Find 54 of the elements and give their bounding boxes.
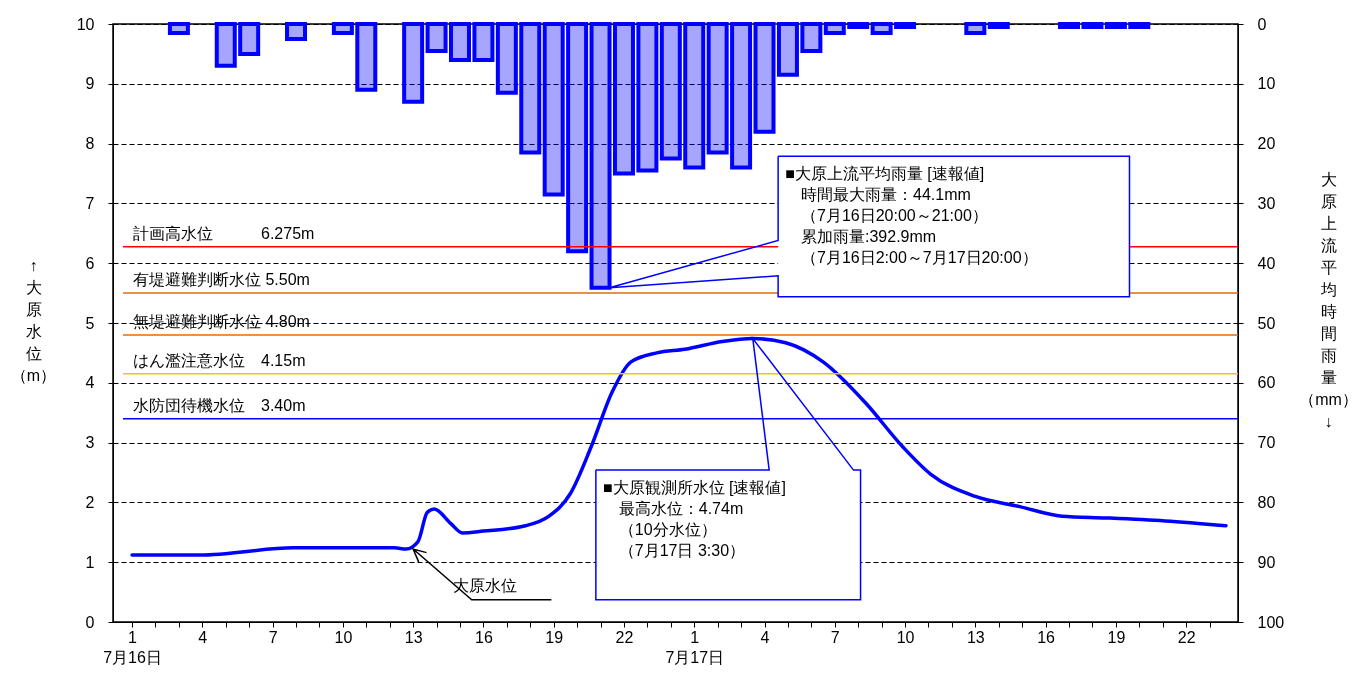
x-tick-label: 10 [334, 628, 353, 646]
ref-line-label: 計画高水位 6.275m [133, 224, 315, 242]
annotation: ■大原上流平均雨量 [速報値] [785, 165, 985, 183]
x-tick-label: 7 [830, 628, 840, 646]
x-tick-label: 4 [760, 628, 770, 646]
y-tick-label: 3 [85, 434, 95, 452]
annotation: （7月16日20:00～21:00） [801, 207, 988, 225]
x-tick-label: 1 7月17日 [665, 628, 725, 666]
y-tick-label: 5 [85, 314, 95, 332]
x-tick-label: 7 [268, 628, 278, 646]
y2-tick-label: 30 [1257, 194, 1276, 212]
y2-tick-label: 50 [1257, 314, 1276, 332]
y-tick-label: 1 [85, 553, 95, 571]
ref-line-label: 有堤避難判断水位 5.50m [133, 271, 310, 289]
ref-line-label: 水防団待機水位 3.40m [133, 396, 306, 414]
y2-tick-label: 40 [1257, 254, 1276, 272]
y-tick-label: 7 [85, 194, 95, 212]
y-tick-label: 4 [85, 374, 95, 392]
annotation: 時間最大雨量：44.1mm [801, 186, 971, 204]
y-tick-label: 10 [76, 15, 95, 33]
annotation: （7月16日2:00～7月17日20:00） [801, 249, 1038, 267]
x-tick-label: 16 [1037, 628, 1056, 646]
x-tick-label: 13 [966, 628, 985, 646]
y-axis-title: ↑大原水位（m） [10, 256, 57, 384]
annotation: （10分水位） [618, 521, 717, 539]
annotation: 大原水位 [452, 576, 517, 594]
annotation: ■大原観測所水位 [速報値] [602, 479, 786, 497]
y-tick-label: 2 [85, 493, 95, 511]
annotation: 累加雨量:392.9mm [801, 228, 937, 246]
y2-tick-label: 70 [1257, 434, 1276, 452]
x-tick-label: 19 [1107, 628, 1126, 646]
y2-tick-label: 20 [1257, 135, 1276, 153]
y2-tick-label: 60 [1257, 374, 1276, 392]
x-tick-label: 13 [404, 628, 423, 646]
y-tick-label: 8 [85, 135, 95, 153]
x-tick-label: 22 [615, 628, 634, 646]
annotation: （7月17日 3:30） [618, 542, 746, 560]
annotation: 最高水位：4.74m [618, 500, 744, 518]
y-tick-label: 0 [85, 613, 95, 631]
y-tick-label: 6 [85, 254, 95, 272]
y2-tick-label: 100 [1257, 613, 1285, 631]
x-tick-label: 1 7月16日 [103, 628, 162, 666]
x-tick-label: 22 [1177, 628, 1196, 646]
ref-line-label: はん濫注意水位 4.15m [133, 351, 306, 369]
text: 大原上流平均時間雨量（mm）↓ [1299, 170, 1358, 430]
x-tick-label: 4 [198, 628, 208, 646]
y2-tick-label: 10 [1257, 75, 1276, 93]
x-tick-label: 10 [896, 628, 915, 646]
x-tick-label: 19 [545, 628, 564, 646]
y-tick-label: 9 [85, 75, 95, 93]
y2-tick-label: 80 [1257, 493, 1276, 511]
y2-tick-label: 90 [1257, 553, 1276, 571]
x-tick-label: 16 [475, 628, 493, 646]
y2-tick-label: 0 [1257, 15, 1267, 33]
